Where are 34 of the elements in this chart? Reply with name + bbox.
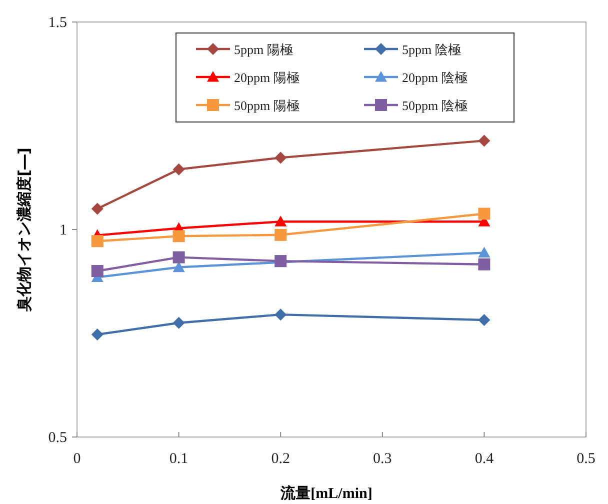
point <box>91 328 104 340</box>
x-tick-label: 0.4 <box>474 451 494 467</box>
point <box>91 202 104 215</box>
point <box>274 308 287 321</box>
point <box>478 208 490 220</box>
x-tick-label: 0.2 <box>271 451 290 467</box>
point <box>478 314 490 326</box>
y-axis-title: 臭化物イオン濃縮度[―] <box>15 148 33 312</box>
point <box>172 316 185 329</box>
point <box>172 230 185 242</box>
point <box>274 216 287 226</box>
y-tick-label: 0.5 <box>48 430 67 446</box>
point <box>274 152 287 164</box>
point <box>91 265 104 277</box>
x-tick-label: 0.1 <box>169 451 188 467</box>
legend-label: 50ppm 陽極 <box>234 98 300 113</box>
y-tick-label: 1.5 <box>48 15 67 31</box>
x-tick-label: 0 <box>73 451 81 467</box>
x-axis-title: 流量[mL/min] <box>280 484 372 502</box>
point <box>91 235 104 248</box>
point <box>478 258 490 270</box>
point <box>172 163 185 176</box>
y-tick-label: 1 <box>60 222 67 238</box>
legend-label: 20ppm 陰極 <box>402 70 468 85</box>
legend-label: 50ppm 陰極 <box>402 98 468 113</box>
legend-label: 5ppm 陰極 <box>402 42 461 57</box>
point <box>478 134 490 147</box>
point <box>478 246 490 258</box>
point <box>172 251 185 264</box>
point <box>274 228 287 241</box>
x-tick-label: 0.3 <box>373 451 392 467</box>
x-tick-label: 0.5 <box>576 451 596 467</box>
legend-label: 5ppm 陽極 <box>234 42 293 57</box>
legend-label: 20ppm 陽極 <box>234 70 300 85</box>
